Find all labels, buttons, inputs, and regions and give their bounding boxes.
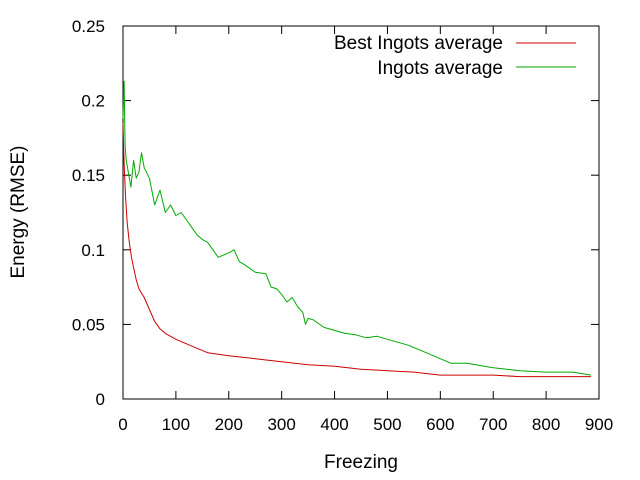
x-axis-label: Freezing [324,452,398,473]
y-tick-label: 0 [96,390,105,409]
axis-ticks: 0 100 200 300 400 500 600 700 800 900 0 0.05 0.1 0.15… [72,17,613,434]
x-tick-label: 400 [320,415,348,434]
x-tick-label: 700 [479,415,507,434]
series-line-ingots-average [122,80,592,376]
legend-label-best-ingots-average: Best Ingots average [334,33,503,54]
x-tick-label: 0 [118,415,127,434]
series-layer [122,80,592,378]
x-tick-label: 900 [585,415,613,434]
legend: Best Ingots average Ingots average [334,33,576,79]
x-tick-label: 600 [426,415,454,434]
series-line-best-ingots-average [122,122,592,378]
x-tick-label: 100 [162,415,190,434]
x-tick-label: 500 [373,415,401,434]
y-tick-label: 0.05 [72,315,105,334]
y-tick-label: 0.15 [72,166,105,185]
x-tick-label: 300 [267,415,295,434]
y-tick-label: 0.1 [81,241,105,260]
plot-frame [122,25,600,400]
y-tick-label: 0.25 [72,17,105,36]
legend-label-ingots-average: Ingots average [377,58,503,79]
x-tick-label: 200 [215,415,243,434]
y-axis-label: Energy (RMSE) [8,145,29,278]
y-tick-label: 0.2 [81,92,105,111]
x-tick-label: 800 [532,415,560,434]
